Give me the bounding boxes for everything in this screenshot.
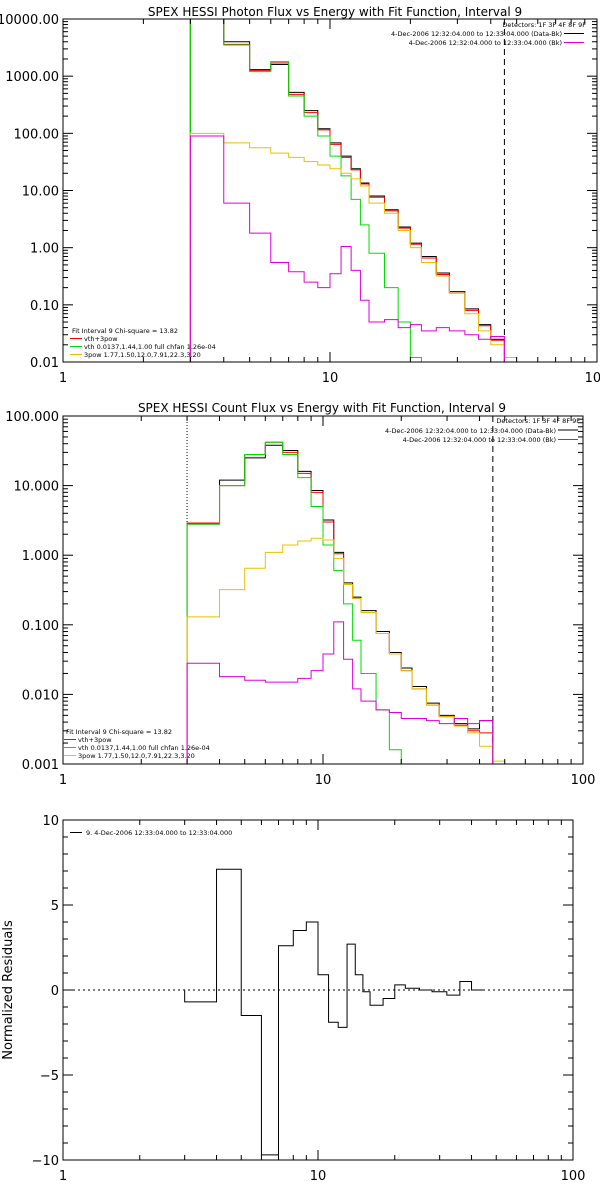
count-x-tick-label: 1	[59, 773, 67, 788]
photon-x-tick-label: 100	[585, 371, 600, 386]
photon-flux-legend-vth-3pow: vth+3pow	[84, 335, 118, 343]
photon-x-tick-label: 10	[322, 371, 339, 386]
count-flux-legend-data-bk: 4-Dec-2006 12:32:04.000 to 12:33:04.000 …	[385, 427, 556, 435]
count-flux-legend-vth-3pow: vth+3pow	[78, 736, 112, 744]
count-x-axis: 1 10 100	[59, 416, 596, 788]
count-flux-panel: SPEX HESSI Count Flux vs Energy with Fit…	[5, 401, 596, 788]
count-x-tick-label: 10	[315, 773, 332, 788]
count-series-group	[186, 441, 506, 764]
photon-y-tick-label: 0.10	[30, 299, 59, 314]
count-y-axis: 0.001 0.010 0.100 1.000 10.000 100.000	[5, 410, 583, 773]
photon-y-tick-label: 0.01	[30, 356, 59, 371]
count-y-tick-label: 100.000	[5, 410, 59, 425]
residuals-legend-topleft: 9. 4-Dec-2006 12:33:04.000 to 12:33:04.0…	[86, 829, 232, 837]
photon-series-4	[189, 135, 505, 362]
count-series-1	[186, 441, 494, 764]
count-series-4	[186, 621, 494, 764]
photon-y-tick-label: 1.00	[30, 242, 59, 257]
photon-flux-legend-bk: 4-Dec-2006 12:32:04.000 to 12:33:04.000 …	[409, 39, 562, 47]
residuals-legend-interval: 9. 4-Dec-2006 12:33:04.000 to 12:33:04.0…	[86, 829, 232, 837]
residuals-y-tick-label: 10	[42, 814, 59, 829]
residuals-panel: Normalized Residuals 9. 4-Dec-2006 12:33…	[1, 814, 585, 1184]
residuals-series-0	[184, 868, 485, 1156]
photon-flux-legend-fit-interval: Fit Interval 9 Chi-square = 13.82	[72, 327, 178, 335]
residuals-x-tick-label: 10	[310, 1169, 327, 1184]
photon-flux-title: SPEX HESSI Photon Flux vs Energy with Fi…	[148, 5, 522, 19]
residuals-y-tick-label: 0	[51, 984, 59, 999]
photon-flux-legend-data-bk: 4-Dec-2006 12:32:04.000 to 12:33:04.000 …	[391, 30, 562, 38]
photon-series-2	[189, 19, 422, 362]
photon-x-tick-label: 1	[59, 371, 67, 386]
photon-plot-frame	[62, 18, 598, 363]
count-flux-legend-fit-interval: Fit Interval 9 Chi-square = 13.82	[66, 728, 172, 736]
count-y-tick-label: 10.000	[14, 480, 60, 495]
photon-series-3	[189, 132, 518, 362]
residuals-y-tick-label: 5	[51, 899, 59, 914]
count-series-0	[186, 444, 494, 764]
photon-flux-legend-topright: Detectors: 1F 3F 4F 8F 9F 4-Dec-2006 12:…	[391, 21, 586, 47]
photon-flux-legend-vth: vth 0.0137,1.44,1.00 full chfan 1.26e-04	[84, 343, 216, 351]
photon-flux-panel: SPEX HESSI Photon Flux vs Energy with Fi…	[0, 5, 600, 386]
count-flux-title: SPEX HESSI Count Flux vs Energy with Fit…	[138, 401, 506, 415]
count-flux-legend-3pow: 3pow 1.77,1.50,12.0,7.91,22.3,3.20	[78, 752, 195, 760]
count-y-tick-label: 0.010	[22, 688, 59, 703]
count-x-tick-label: 100	[571, 773, 596, 788]
count-y-tick-label: 1.000	[22, 549, 59, 564]
residuals-y-axis: −10 −5 0 5 10	[32, 814, 573, 1169]
photon-y-axis: 0.01 0.10 1.00 10.00 100.00 1000.00 10000.00	[0, 13, 597, 371]
photon-y-tick-label: 10000.00	[0, 13, 59, 28]
residuals-y-tick-label: −5	[40, 1069, 59, 1084]
photon-x-axis: 1 10 100	[59, 19, 600, 386]
count-flux-legend-bottomleft: Fit Interval 9 Chi-square = 13.82 vth+3p…	[66, 728, 210, 760]
count-series-2	[186, 441, 402, 764]
photon-y-tick-label: 100.00	[14, 127, 60, 142]
count-flux-legend-bk: 4-Dec-2006 12:32:04.000 to 12:33:04.000 …	[403, 436, 556, 444]
residuals-x-tick-label: 1	[59, 1169, 67, 1184]
photon-y-tick-label: 10.00	[22, 185, 59, 200]
photon-series-group	[189, 19, 518, 362]
residuals-ylabel: Normalized Residuals	[1, 920, 16, 1060]
photon-flux-legend-3pow: 3pow 1.77,1.50,12.0,7.91,22.3,3.20	[84, 351, 201, 359]
photon-y-tick-label: 1000.00	[5, 70, 59, 85]
count-series-3	[186, 537, 506, 764]
count-flux-legend-topright: Detectors: 1F 3F 4F 8F 9F 4-Dec-2006 12:…	[385, 417, 580, 444]
count-y-tick-label: 0.100	[22, 619, 59, 634]
residuals-x-axis: 1 10 100	[59, 820, 586, 1184]
count-flux-legend-detectors: Detectors: 1F 3F 4F 8F 9F	[496, 417, 580, 425]
residuals-x-tick-label: 100	[561, 1169, 586, 1184]
photon-flux-legend-detectors: Detectors: 1F 3F 4F 8F 9F	[502, 21, 586, 29]
residuals-y-tick-label: −10	[32, 1154, 59, 1169]
photon-series-1	[189, 19, 505, 362]
photon-flux-legend-bottomleft: Fit Interval 9 Chi-square = 13.82 vth+3p…	[72, 327, 216, 359]
residuals-series-group	[184, 868, 485, 1156]
count-plot-frame	[62, 415, 584, 765]
count-y-tick-label: 0.001	[22, 758, 59, 773]
photon-series-0	[189, 19, 505, 362]
count-flux-legend-vth: vth 0.0137,1.44,1.00 full chfan 1.26e-04	[78, 744, 210, 752]
